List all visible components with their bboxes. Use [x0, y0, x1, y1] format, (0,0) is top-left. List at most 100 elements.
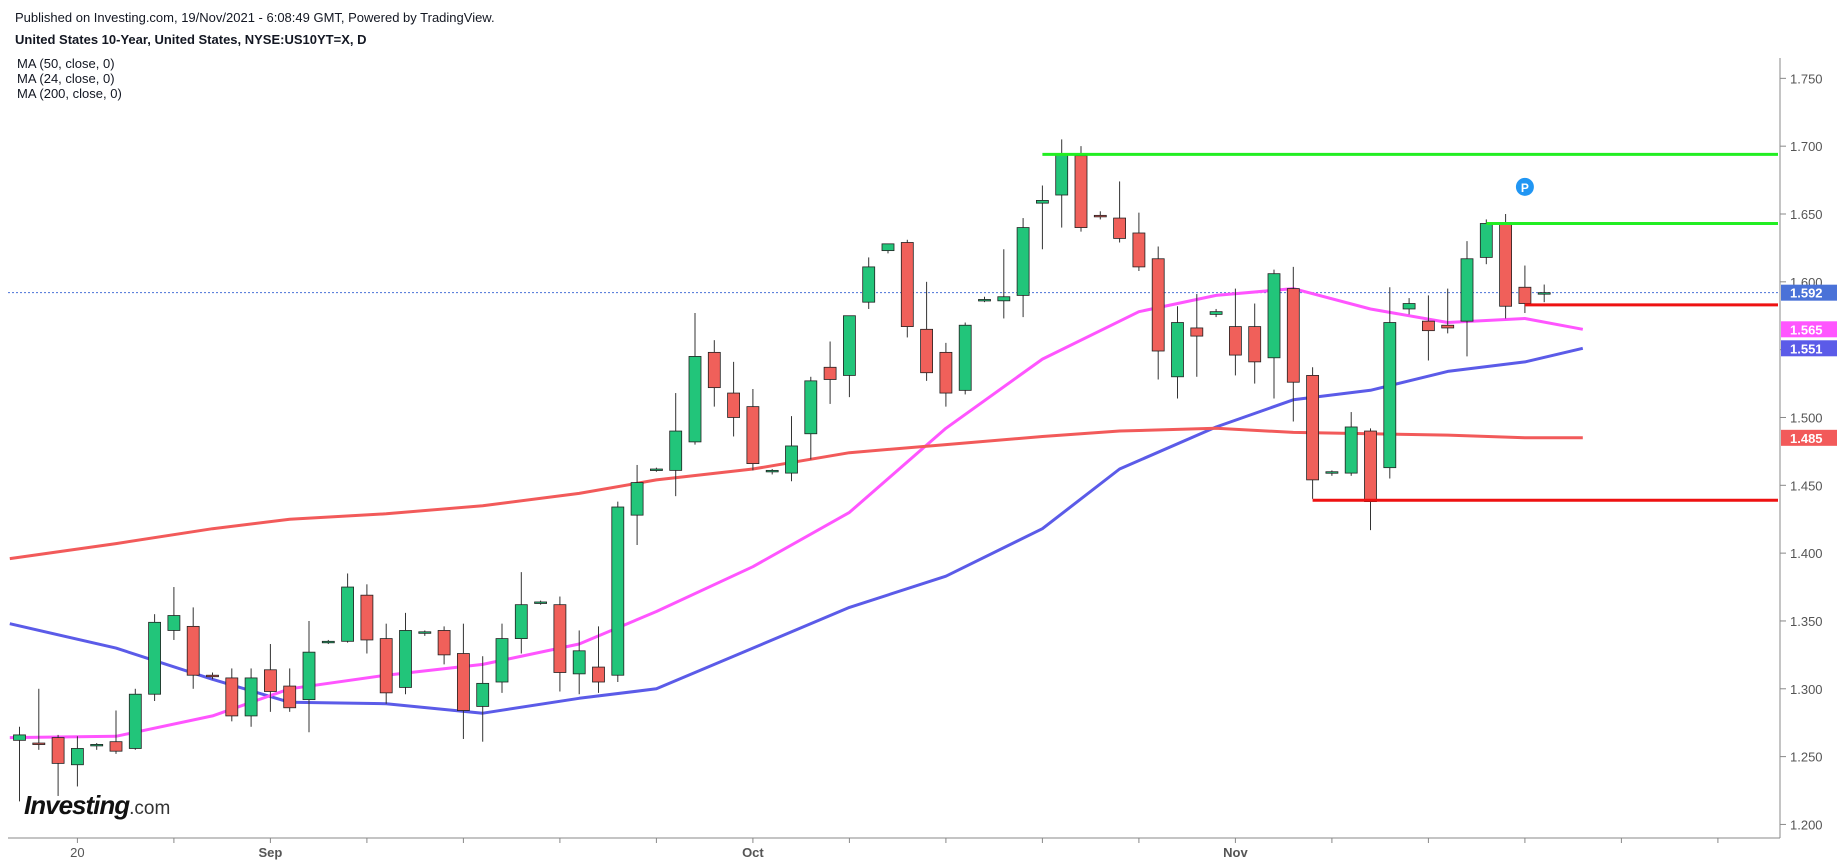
price-tag [1781, 429, 1837, 446]
candle-up [1383, 322, 1397, 469]
candle-up [958, 324, 972, 391]
candle-down [1113, 217, 1126, 239]
candle-down [553, 604, 567, 673]
candle-down [1248, 326, 1262, 363]
candle-down [1499, 223, 1512, 307]
candle-down [360, 594, 374, 641]
y-tick-label: 1.450 [1790, 478, 1823, 493]
candle-up [785, 445, 798, 474]
candle-down [707, 351, 721, 389]
candle-up [572, 650, 586, 675]
candle-up [341, 586, 355, 642]
candle-up [843, 315, 856, 376]
candle-down [727, 392, 740, 418]
price-tag [1781, 284, 1837, 301]
x-tick-label: Oct [742, 845, 764, 860]
ma24-line [9, 287, 1584, 740]
price-tag-label: 1.565 [1790, 322, 1823, 337]
candle-down [939, 351, 953, 394]
logo-suffix: .com [129, 798, 171, 819]
legend-ma50[interactable]: MA (50, close, 0) [17, 56, 115, 71]
y-tick-label: 1.200 [1790, 817, 1823, 832]
candle-up [804, 380, 818, 435]
candle-up [1209, 311, 1223, 315]
candle-down [263, 669, 277, 692]
candle-up [1402, 303, 1416, 310]
candle-up [1171, 322, 1184, 378]
candle-up [1344, 426, 1358, 474]
candle-up [1267, 273, 1281, 359]
ma50-line [9, 346, 1584, 715]
candle-up [244, 677, 258, 717]
y-tick-label: 1.350 [1790, 614, 1823, 629]
y-tick-label: 1.250 [1790, 750, 1823, 765]
candle-up [1537, 292, 1551, 295]
candle-up [418, 631, 432, 634]
candle-up [534, 601, 547, 604]
marker-circle [1515, 177, 1534, 196]
candle-down [379, 638, 393, 694]
candle-up [1055, 153, 1069, 196]
candle-up [167, 615, 181, 631]
candle-up [148, 621, 162, 695]
x-tick-label: 20 [70, 845, 84, 860]
candle-up [881, 243, 895, 252]
price-tag [1781, 321, 1837, 338]
candle-down [283, 685, 297, 709]
candle-up [399, 630, 412, 688]
candle-down [1229, 326, 1242, 356]
candle-down [32, 742, 46, 745]
candle-down [206, 674, 219, 678]
candle-up [997, 296, 1011, 302]
candle-down [1286, 288, 1300, 383]
candle-down [900, 242, 914, 327]
candle-up [611, 506, 625, 676]
candle-down [456, 653, 470, 711]
candle-up [90, 744, 104, 747]
candle-down [1441, 324, 1455, 329]
marker-label: P [1521, 181, 1529, 195]
candle-down [920, 328, 933, 374]
candle-down [1422, 320, 1435, 332]
candle-down [592, 666, 605, 683]
candle-down [1093, 214, 1107, 218]
legend-ma24[interactable]: MA (24, close, 0) [17, 71, 115, 86]
legend-ma200[interactable]: MA (200, close, 0) [17, 86, 122, 101]
candle-up [321, 640, 335, 644]
published-info: Published on Investing.com, 19/Nov/2021 … [15, 10, 495, 25]
candle-down [1306, 375, 1319, 481]
candle-up [514, 604, 528, 639]
candle-up [1460, 258, 1474, 322]
candle-down [437, 630, 451, 656]
candle-up [1016, 227, 1030, 296]
candle-down [1364, 430, 1377, 502]
candle-up [765, 469, 779, 473]
candle-down [746, 406, 760, 465]
y-tick-label: 1.500 [1790, 410, 1823, 425]
candle-up [630, 482, 644, 516]
candle-down [1518, 286, 1532, 304]
candle-down [109, 741, 123, 752]
candles-group [13, 139, 1551, 802]
candle-up [688, 356, 702, 443]
price-tag [1781, 340, 1837, 357]
x-tick-label: Sep [258, 845, 282, 860]
candle-up [495, 638, 509, 683]
candle-down [225, 677, 239, 717]
investing-logo: Investing.com [24, 790, 170, 821]
price-tag-label: 1.592 [1790, 286, 1823, 301]
candle-up [476, 682, 490, 707]
candle-up [302, 651, 316, 701]
candle-down [1190, 327, 1204, 337]
candle-down [823, 366, 837, 380]
candle-up [978, 299, 991, 302]
candle-up [13, 734, 26, 741]
candle-down [1151, 258, 1165, 352]
y-tick-label: 1.750 [1790, 71, 1823, 86]
y-tick-label: 1.300 [1790, 682, 1823, 697]
candle-up [862, 266, 876, 303]
price-tag-label: 1.485 [1790, 431, 1823, 446]
candle-up [1325, 471, 1339, 474]
candle-up [650, 468, 663, 471]
